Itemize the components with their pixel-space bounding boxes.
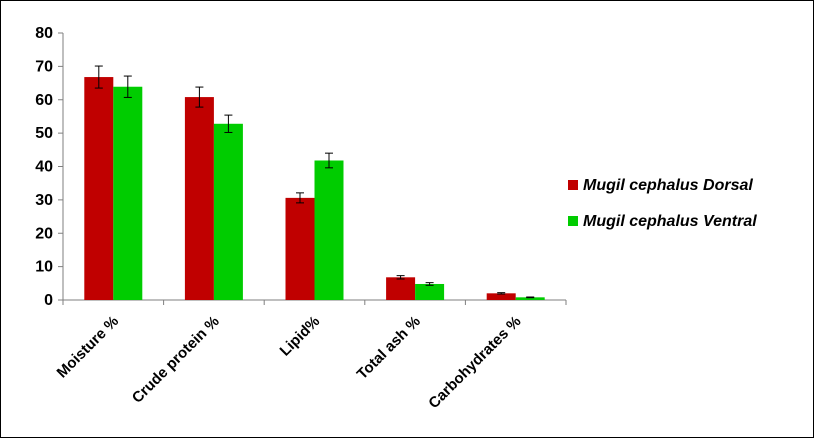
x-category-label: Total ash % <box>354 313 424 383</box>
bar-ventral <box>515 297 545 300</box>
bar-dorsal <box>84 77 114 301</box>
x-category-label: Lipid% <box>277 313 324 360</box>
bars <box>84 77 545 301</box>
y-tick-label: 40 <box>35 159 53 176</box>
y-tick-label: 10 <box>35 259 53 276</box>
y-tick-label: 50 <box>35 125 53 142</box>
bar-dorsal <box>386 277 416 300</box>
bar-dorsal <box>486 293 516 300</box>
x-category-label: Moisture % <box>54 313 123 382</box>
bar-dorsal <box>184 97 214 300</box>
x-category-label: Carbohydrates % <box>425 313 524 412</box>
y-tick-label: 70 <box>35 58 53 75</box>
y-tick-label: 80 <box>35 25 53 42</box>
bar-dorsal <box>285 197 315 300</box>
y-tick-label: 0 <box>44 292 53 309</box>
bar-ventral <box>213 123 243 300</box>
x-category-label: Crude protein % <box>129 313 223 407</box>
y-tick-label: 20 <box>35 225 53 242</box>
legend-swatch <box>568 180 578 190</box>
error-bars <box>94 65 535 299</box>
legend-label: Mugil cephalus Ventral <box>583 213 757 230</box>
y-tick-label: 60 <box>35 92 53 109</box>
legend-swatch <box>568 216 578 226</box>
bar-ventral <box>113 86 143 300</box>
y-tick-label: 30 <box>35 192 53 209</box>
legend-label: Mugil cephalus Dorsal <box>583 177 753 194</box>
legend: Mugil cephalus Dorsal Mugil cephalus Vent… <box>568 177 757 230</box>
bar-ventral <box>314 160 344 300</box>
axes <box>58 32 567 305</box>
bar-ventral <box>415 283 445 300</box>
